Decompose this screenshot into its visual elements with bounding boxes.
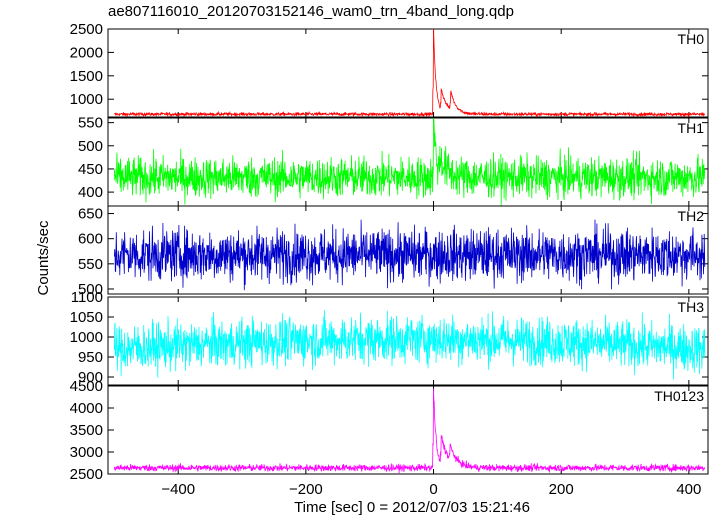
x-tick-label: −400	[161, 481, 195, 498]
panel-label: TH2	[678, 208, 705, 224]
y-tick-label: 950	[78, 349, 103, 366]
panel-frame	[107, 296, 709, 386]
panel-frame	[107, 205, 709, 295]
y-tick-label: 2500	[70, 21, 103, 38]
panel-label: TH1	[678, 120, 705, 136]
panel-th0123: 2500 3000 3500 4000 4500 TH0123	[70, 378, 709, 483]
y-tick-label: 3500	[70, 422, 103, 439]
panel-th2: 500 550 600 650 TH2	[78, 205, 709, 298]
y-tick-label: 650	[78, 206, 103, 223]
y-tick-label: 900	[78, 369, 103, 386]
x-axis-label: Time [sec] 0 = 2012/07/03 15:21:46	[294, 499, 530, 516]
y-tick-label: 3000	[70, 444, 103, 461]
y-tick-label: 500	[78, 138, 103, 155]
x-tick-label: −200	[289, 481, 323, 498]
y-tick-label: 550	[78, 115, 103, 132]
y-tick-label: 450	[78, 161, 103, 178]
series-line-th3	[114, 310, 706, 380]
y-tick-label: 500	[78, 281, 103, 298]
panel-frame	[107, 117, 709, 207]
y-tick-label: 1100	[71, 289, 103, 306]
y-tick-label: 2500	[70, 466, 103, 483]
x-tick-label: 0	[429, 481, 437, 498]
series-line-th2	[114, 219, 706, 291]
panel-frame	[107, 385, 709, 475]
y-tick-label: 1000	[70, 91, 103, 108]
chart-title: ae807116010_20120703152146_wam0_trn_4ban…	[108, 3, 514, 20]
series-line-th0	[114, 28, 706, 118]
panel-label: TH3	[678, 299, 705, 315]
panel-th3: 900 950 1000 1050 1100 TH3	[70, 289, 709, 386]
x-axis: −400 −200 0 200 400	[161, 481, 701, 498]
series-line-th1	[114, 117, 706, 207]
x-tick-label: 200	[549, 481, 574, 498]
y-tick-label: 400	[78, 184, 103, 201]
y-tick-label: 550	[78, 256, 103, 273]
panel-label: TH0123	[654, 388, 704, 404]
y-tick-label: 4000	[70, 400, 103, 417]
panel-th0: 1000 1500 2000 2500 TH0	[70, 21, 709, 118]
y-tick-label: 1050	[70, 309, 103, 326]
chart-panels: 1000 1500 2000 2500 TH0 400 450 500 550 TH1 500 550…	[70, 21, 709, 483]
panel-label: TH0	[678, 31, 705, 47]
y-tick-label: 1000	[70, 329, 103, 346]
y-axis-label: Counts/sec	[35, 220, 52, 296]
series-line-th0123	[114, 388, 706, 474]
y-tick-label: 2000	[70, 44, 103, 61]
x-tick-label: 400	[676, 481, 701, 498]
panel-th1: 400 450 500 550 TH1	[78, 115, 709, 207]
y-tick-label: 600	[78, 231, 103, 248]
y-tick-label: 1500	[70, 68, 103, 85]
y-tick-label: 4500	[70, 378, 103, 395]
panel-frame	[107, 28, 709, 118]
